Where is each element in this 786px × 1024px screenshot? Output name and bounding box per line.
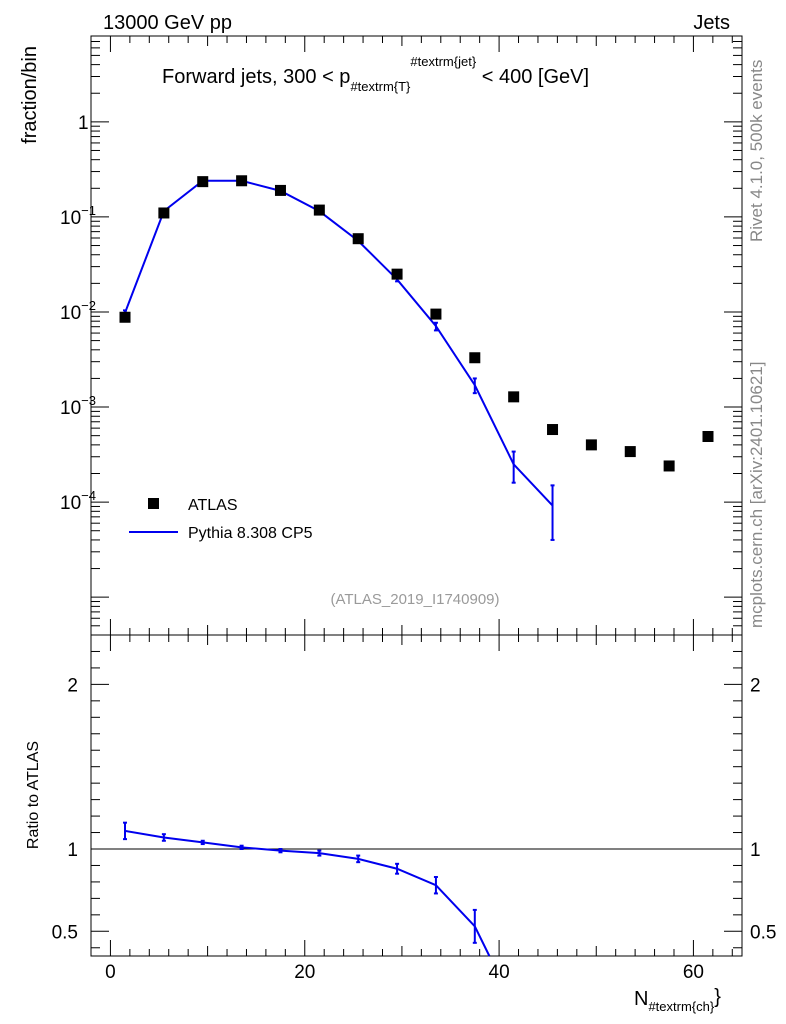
atlas-data-point [624,446,636,458]
ratio-y-tick-label: 1 [67,840,78,861]
x-axis-label-brace: } [714,986,721,1008]
atlas-data-point [469,352,481,364]
x-tick-labels: 0 20 40 60 [105,962,704,983]
plot-title-main: Forward jets, 300 < p [162,66,350,88]
atlas-data-point [352,233,364,245]
x-tick-label: 20 [294,962,315,983]
ratio-plot-frame [90,634,743,957]
x-axis-label: N#textrm{ch}} [634,986,721,1014]
side-label-mcplots: mcplots.cern.ch [arXiv:2401.10621] [747,362,766,628]
ratio-axis-ticks [91,635,742,956]
plot-title-subscript: #textrm{T} [350,79,411,94]
plot-title-superscript: #textrm{jet} [410,54,476,69]
ratio-y-tick-label: 2 [67,675,78,696]
mc-series-main [123,179,555,541]
atlas-data-point [158,207,170,219]
ratio-y-tick-label-right: 2 [750,675,761,696]
main-y-tick-labels: 1 10−1 10−2 10−3 10−4 [60,113,96,514]
x-tick-label: 40 [489,962,510,983]
atlas-data-point [663,460,675,472]
atlas-data-point [430,308,442,320]
atlas-data-markers [119,175,714,472]
side-label-rivet: Rivet 4.1.0, 500k events [747,60,766,242]
mc-series-ratio [123,821,491,957]
header-energy-label: 13000 GeV pp [103,12,232,34]
legend-atlas-marker [148,498,159,509]
x-tick-label: 0 [105,962,116,983]
ratio-y-tick-label: 0.5 [52,922,78,943]
main-y-axis-label: fraction/bin [19,46,41,144]
main-axis-ticks [91,35,742,636]
main-plot-frame [90,35,743,636]
atlas-data-point [313,204,325,216]
atlas-data-point [547,424,559,436]
ratio-y-tick-label-right: 1 [750,840,761,861]
pythia-curve [124,179,554,507]
y-tick-label: 10−3 [60,393,96,419]
y-tick-label: 10−1 [60,203,96,229]
analysis-reference: (ATLAS_2019_I1740909) [330,591,499,608]
atlas-data-point [236,175,248,187]
header-process-label: Jets [693,12,730,34]
x-axis-label-subscript: #textrm{ch} [648,999,714,1014]
y-tick-label: 10−4 [60,488,96,514]
atlas-data-point [119,311,131,323]
atlas-data-point [702,430,714,442]
atlas-data-point [274,184,286,196]
atlas-data-point [585,439,597,451]
y-tick-label: 1 [78,113,89,134]
y-tick-label: 10−2 [60,298,96,324]
atlas-data-point [391,268,403,280]
ratio-y-tick-label-right: 0.5 [750,922,776,943]
x-axis-label-main: N [634,988,648,1010]
atlas-data-point [197,176,209,188]
legend: ATLAS Pythia 8.308 CP5 [129,497,313,542]
x-tick-label: 60 [683,962,704,983]
atlas-data-point [508,391,520,403]
ratio-y-tick-labels: 0.5 0.5 1 1 2 2 [52,675,777,943]
plot-title: Forward jets, 300 < p#textrm{T} #textrm{j… [162,54,589,94]
plot-title-rest: < 400 [GeV] [476,66,589,88]
legend-atlas-label: ATLAS [188,497,238,514]
legend-pythia-label: Pythia 8.308 CP5 [188,525,313,542]
ratio-y-axis-label: Ratio to ATLAS [25,741,42,849]
